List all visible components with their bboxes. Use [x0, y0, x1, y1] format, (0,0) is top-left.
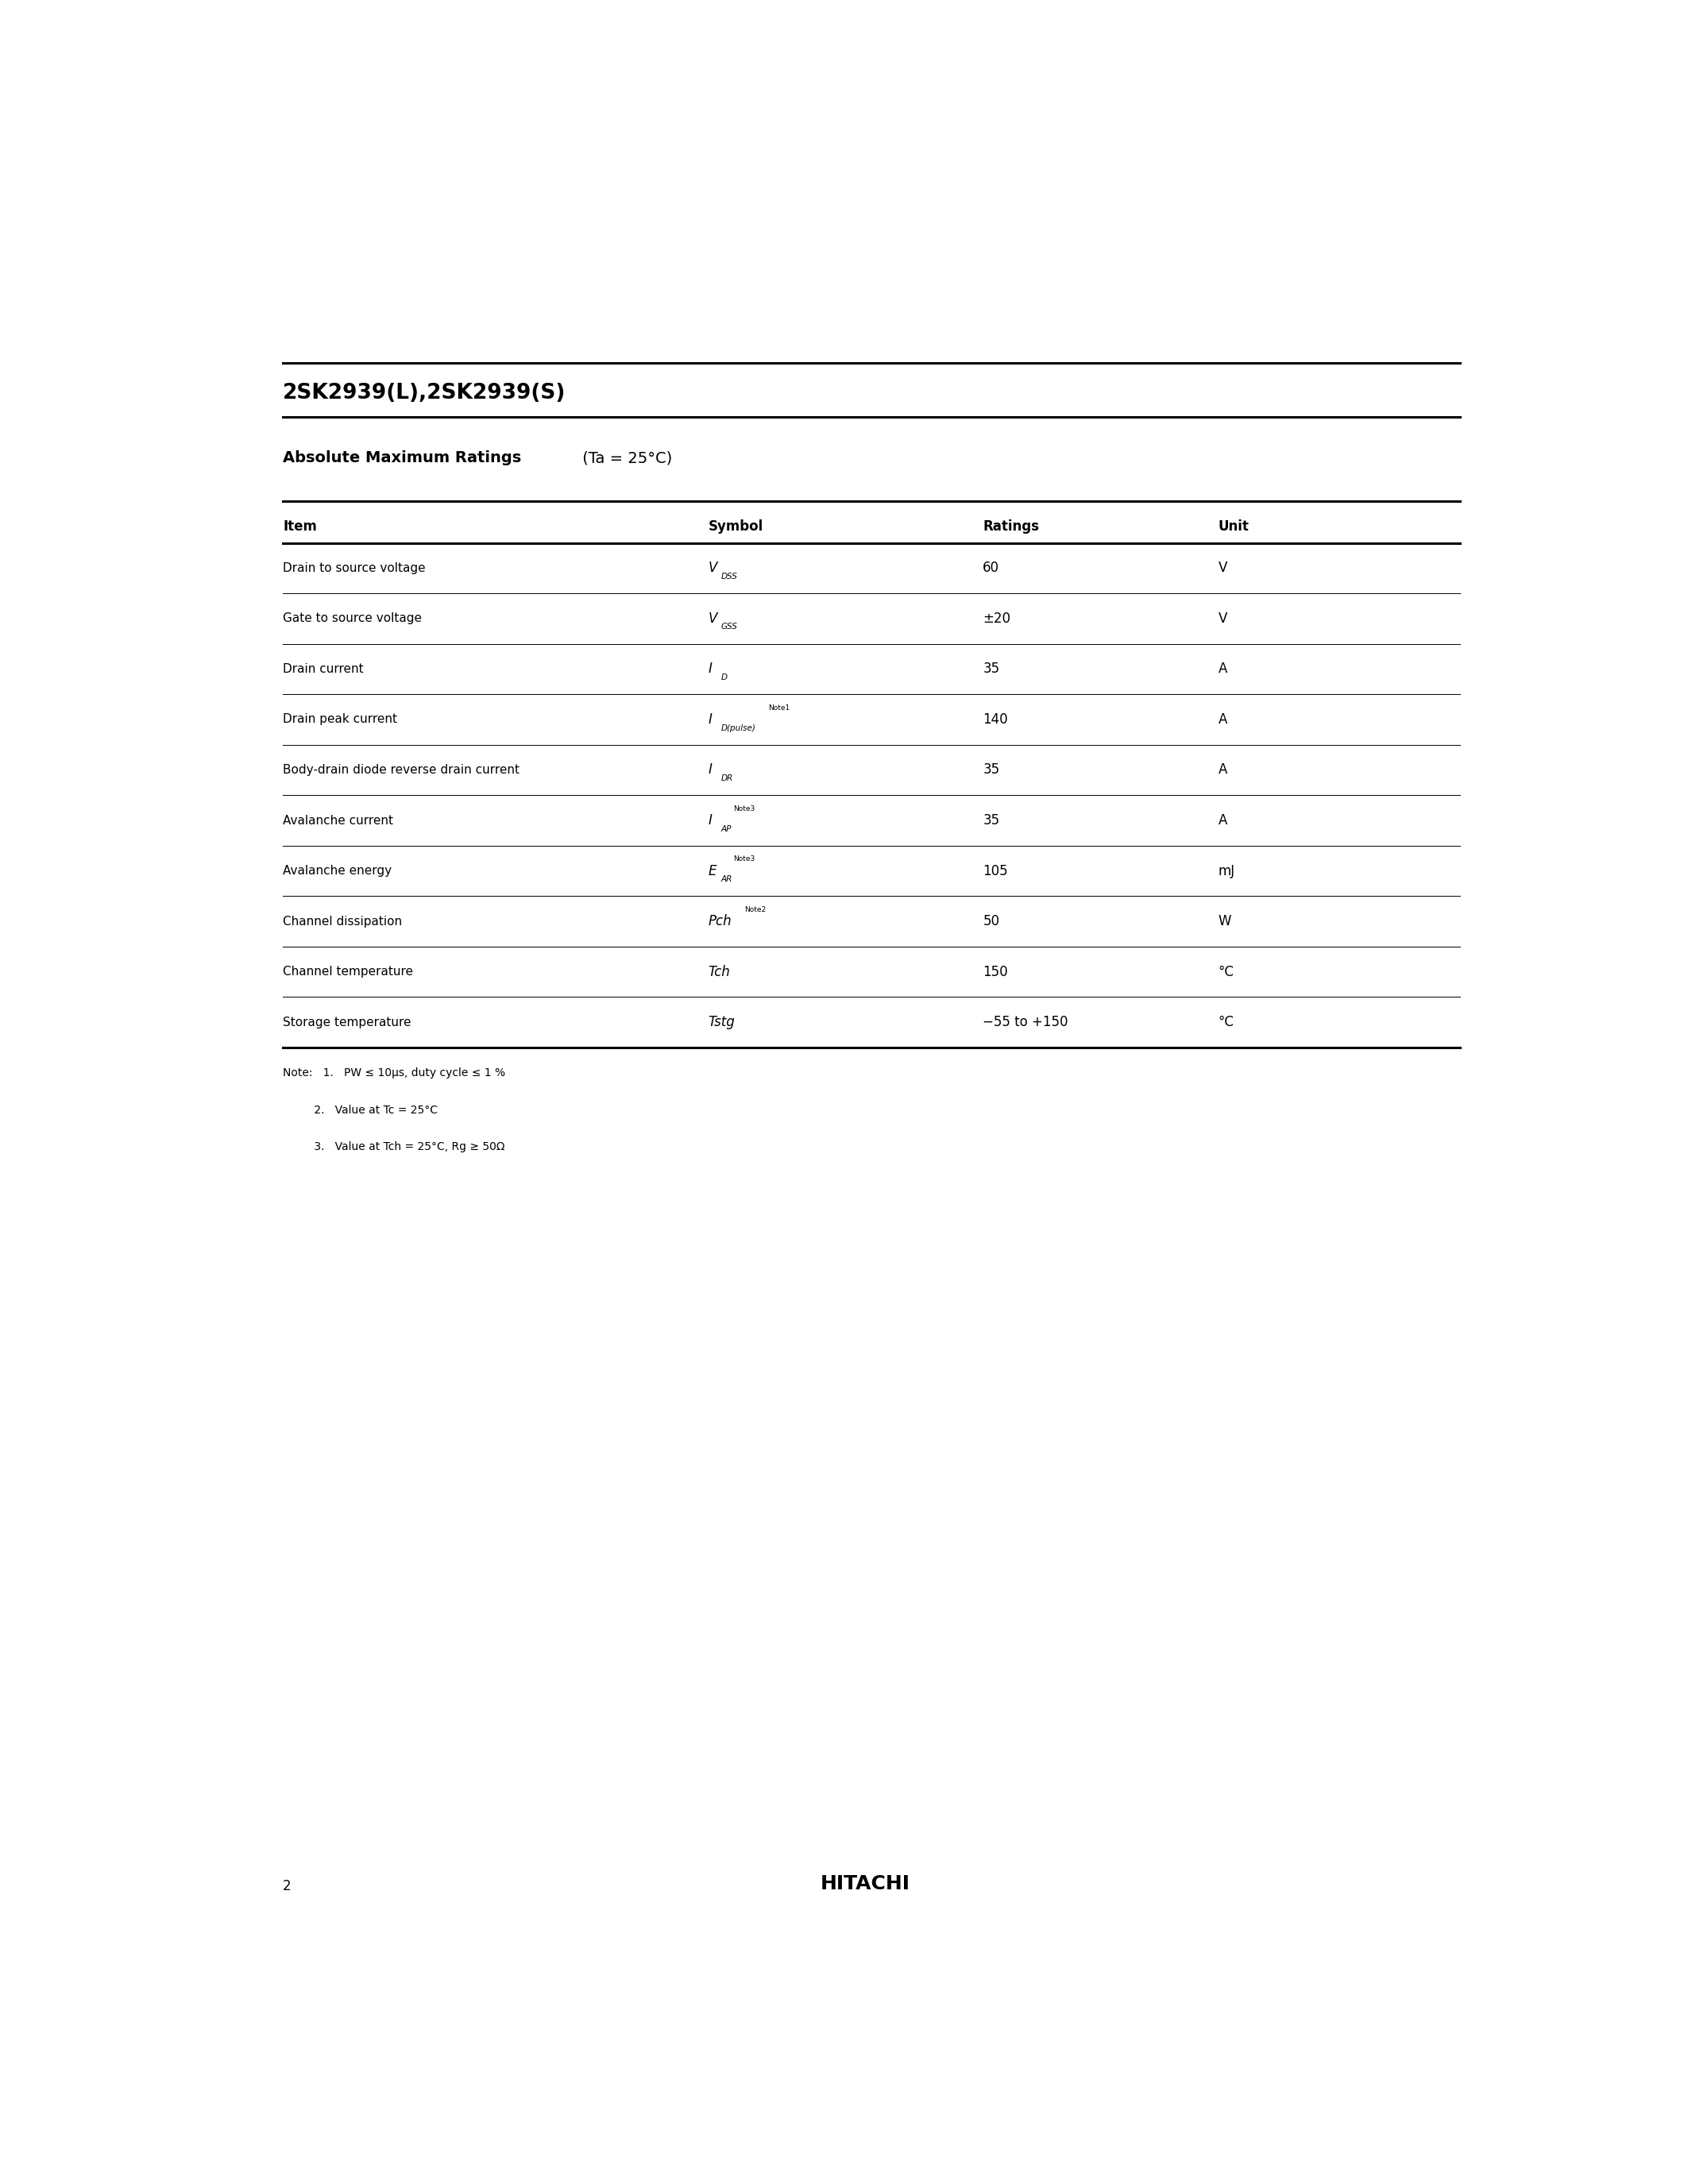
Text: A: A	[1219, 762, 1227, 778]
Text: 2: 2	[284, 1878, 292, 1894]
Text: 60: 60	[982, 561, 999, 574]
Text: Drain current: Drain current	[284, 664, 363, 675]
Text: Avalanche current: Avalanche current	[284, 815, 393, 826]
Text: V: V	[709, 612, 717, 627]
Text: 35: 35	[982, 812, 999, 828]
Text: D(pulse): D(pulse)	[721, 723, 756, 732]
Text: 2SK2939(L),2SK2939(S): 2SK2939(L),2SK2939(S)	[284, 382, 565, 404]
Text: I: I	[709, 812, 712, 828]
Text: 150: 150	[982, 965, 1008, 978]
Text: 2.   Value at Tc = 25°C: 2. Value at Tc = 25°C	[284, 1105, 437, 1116]
Text: 50: 50	[982, 915, 999, 928]
Text: I: I	[709, 762, 712, 778]
Text: Note3: Note3	[733, 856, 755, 863]
Text: Ratings: Ratings	[982, 520, 1040, 533]
Text: ±20: ±20	[982, 612, 1011, 627]
Text: Drain to source voltage: Drain to source voltage	[284, 561, 425, 574]
Text: (Ta = 25°C): (Ta = 25°C)	[577, 450, 672, 465]
Text: Avalanche energy: Avalanche energy	[284, 865, 392, 876]
Text: Tch: Tch	[709, 965, 731, 978]
Text: 3.   Value at Tch = 25°C, Rg ≥ 50Ω: 3. Value at Tch = 25°C, Rg ≥ 50Ω	[284, 1142, 505, 1153]
Text: Note2: Note2	[744, 906, 766, 913]
Text: 35: 35	[982, 762, 999, 778]
Text: 35: 35	[982, 662, 999, 677]
Text: Item: Item	[284, 520, 317, 533]
Text: Drain peak current: Drain peak current	[284, 714, 397, 725]
Text: Symbol: Symbol	[709, 520, 763, 533]
Text: °C: °C	[1219, 965, 1234, 978]
Text: V: V	[1219, 561, 1227, 574]
Text: A: A	[1219, 662, 1227, 677]
Text: AP: AP	[721, 826, 733, 832]
Text: I: I	[709, 712, 712, 727]
Text: A: A	[1219, 712, 1227, 727]
Text: HITACHI: HITACHI	[820, 1874, 910, 1894]
Text: Note1: Note1	[768, 703, 790, 712]
Text: DR: DR	[721, 775, 733, 782]
Text: D: D	[721, 673, 728, 681]
Text: Pch: Pch	[709, 915, 731, 928]
Text: −55 to +150: −55 to +150	[982, 1016, 1069, 1029]
Text: V: V	[1219, 612, 1227, 627]
Text: Channel dissipation: Channel dissipation	[284, 915, 402, 928]
Text: 140: 140	[982, 712, 1008, 727]
Text: Storage temperature: Storage temperature	[284, 1016, 412, 1029]
Text: Gate to source voltage: Gate to source voltage	[284, 614, 422, 625]
Text: mJ: mJ	[1219, 863, 1236, 878]
Text: Unit: Unit	[1219, 520, 1249, 533]
Text: Note:   1.   PW ≤ 10μs, duty cycle ≤ 1 %: Note: 1. PW ≤ 10μs, duty cycle ≤ 1 %	[284, 1068, 505, 1079]
Text: E: E	[709, 863, 716, 878]
Text: Absolute Maximum Ratings: Absolute Maximum Ratings	[284, 450, 522, 465]
Text: W: W	[1219, 915, 1232, 928]
Text: V: V	[709, 561, 717, 574]
Text: GSS: GSS	[721, 622, 738, 631]
Text: Channel temperature: Channel temperature	[284, 965, 414, 978]
Text: Note3: Note3	[733, 806, 755, 812]
Text: Body-drain diode reverse drain current: Body-drain diode reverse drain current	[284, 764, 520, 775]
Text: A: A	[1219, 812, 1227, 828]
Text: DSS: DSS	[721, 572, 738, 581]
Text: °C: °C	[1219, 1016, 1234, 1029]
Text: Tstg: Tstg	[709, 1016, 734, 1029]
Text: 105: 105	[982, 863, 1008, 878]
Text: I: I	[709, 662, 712, 677]
Text: AR: AR	[721, 876, 733, 882]
